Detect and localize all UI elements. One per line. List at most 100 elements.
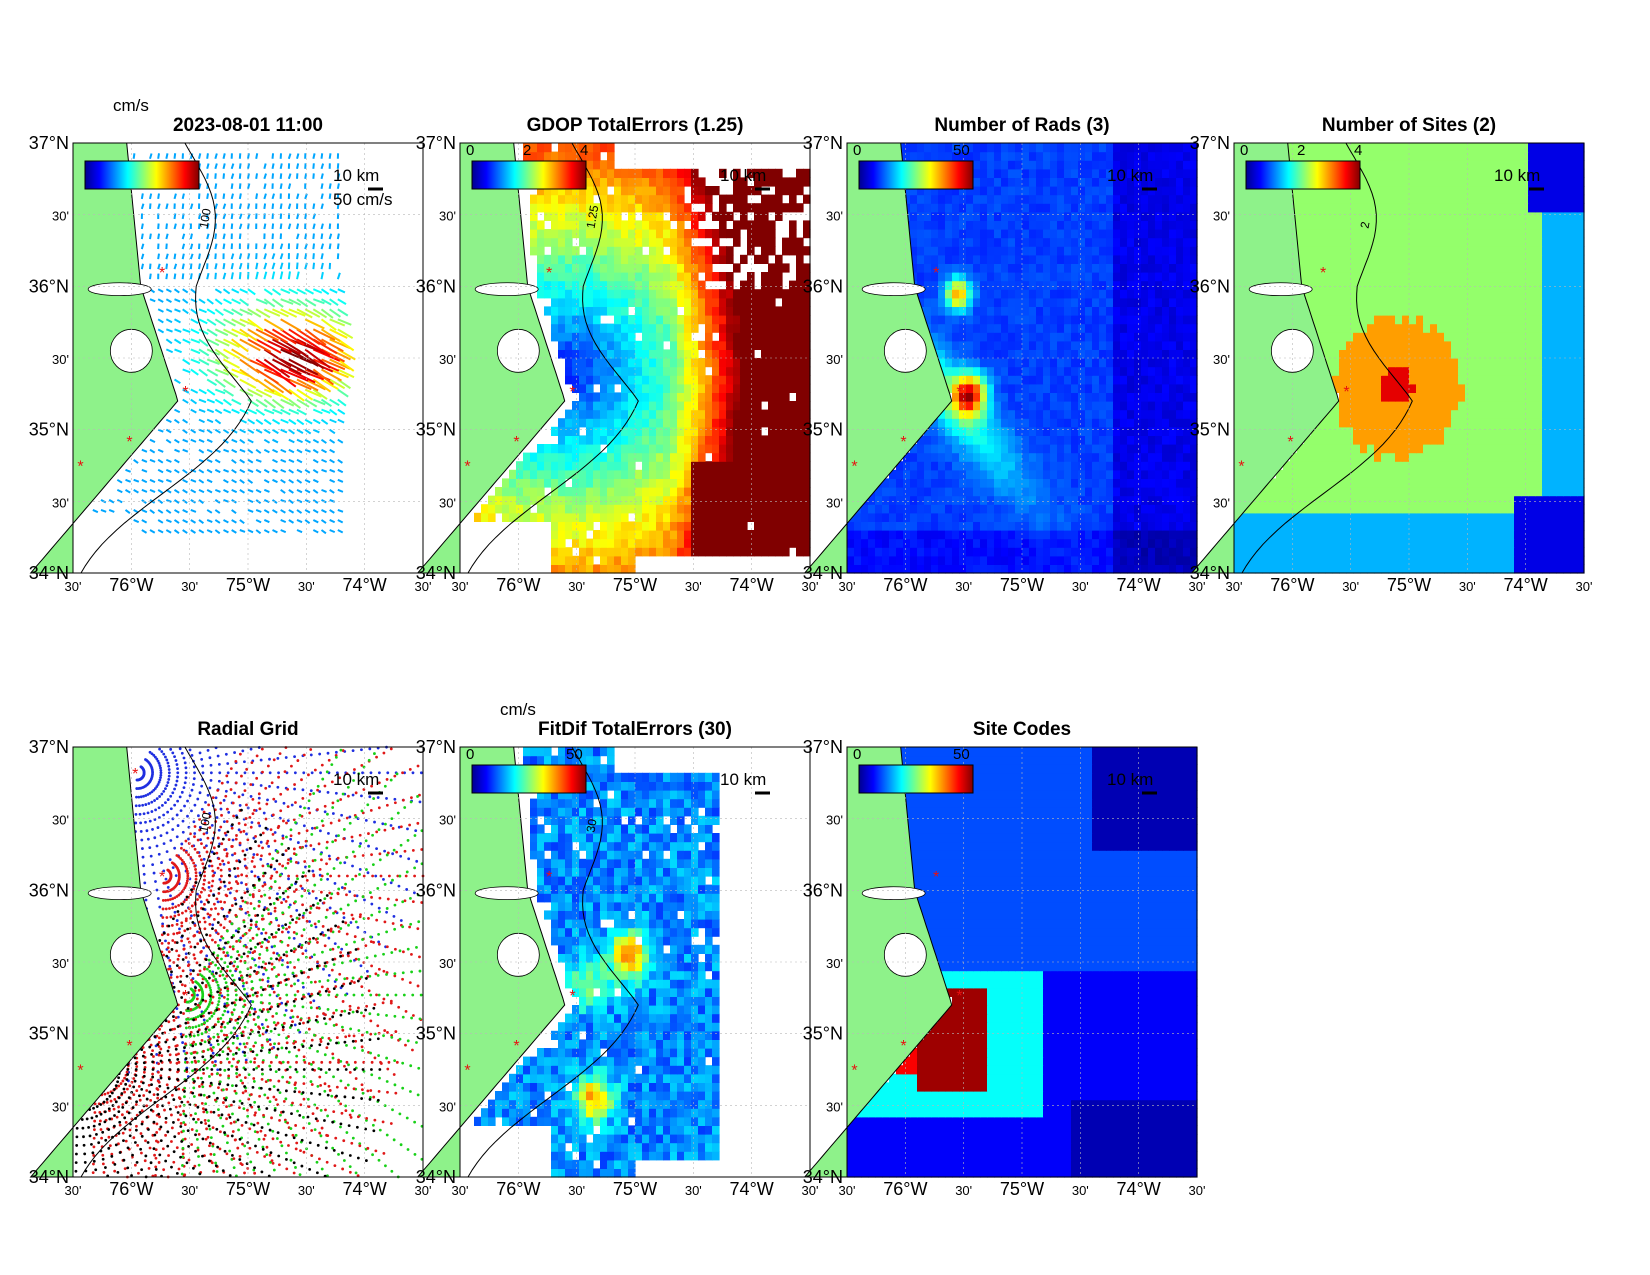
heatmap-cell xyxy=(775,306,783,316)
heatmap-cell xyxy=(1134,340,1142,350)
heatmap-cell xyxy=(1078,143,1086,153)
heatmap-cell xyxy=(1176,186,1184,196)
heatmap-cell xyxy=(1099,504,1107,514)
heatmap-cell xyxy=(1050,495,1058,505)
heatmap-cell xyxy=(572,229,580,239)
heatmap-cell xyxy=(952,469,960,479)
heatmap-cell xyxy=(565,366,573,376)
heatmap-cell xyxy=(684,315,692,325)
heatmap-cell xyxy=(530,211,538,221)
heatmap-cell xyxy=(980,168,988,178)
vector-arrow xyxy=(255,358,282,376)
heatmap-cell xyxy=(796,487,804,497)
heatmap-cell xyxy=(1176,289,1184,299)
heatmap-cell xyxy=(670,504,678,514)
heatmap-cell xyxy=(789,297,797,307)
heatmap-cell xyxy=(600,366,608,376)
heatmap-cell xyxy=(889,530,897,540)
heatmap-cell xyxy=(558,237,566,247)
heatmap-cell xyxy=(1148,435,1156,445)
heatmap-cell xyxy=(938,151,946,161)
heatmap-cell xyxy=(621,297,629,307)
heatmap-cell xyxy=(1346,555,1354,565)
heatmap-cell xyxy=(1078,452,1086,462)
heatmap-cell xyxy=(952,521,960,531)
heatmap-cell xyxy=(551,263,559,273)
vector-arrow xyxy=(329,489,335,494)
vector-arrow xyxy=(174,448,180,453)
heatmap-cell xyxy=(663,452,671,462)
vector-arrow xyxy=(231,318,246,328)
heatmap-cell xyxy=(1276,530,1284,540)
heatmap-cell xyxy=(1085,409,1093,419)
heatmap-cell xyxy=(684,452,692,462)
heatmap-cell xyxy=(1050,315,1058,325)
heatmap-cell xyxy=(740,220,748,230)
heatmap-cell xyxy=(1099,246,1107,256)
heatmap-cell xyxy=(789,401,797,411)
heatmap-cell xyxy=(1176,151,1184,161)
vector-arrow xyxy=(214,243,218,250)
heatmap-cell xyxy=(1367,564,1375,574)
heatmap-cell xyxy=(768,547,776,557)
heatmap-cell xyxy=(593,220,601,230)
heatmap-cell xyxy=(1127,530,1135,540)
heatmap-cell xyxy=(642,349,650,359)
vector-arrow xyxy=(337,368,355,379)
heatmap-cell xyxy=(537,237,545,247)
heatmap-cell xyxy=(1127,409,1135,419)
heatmap-cell xyxy=(1325,547,1333,557)
heatmap-cell xyxy=(1120,168,1128,178)
heatmap-cell xyxy=(1008,409,1016,419)
lat-tick: 37°N xyxy=(416,133,456,153)
heatmap-cell xyxy=(551,254,559,264)
heatmap-cell xyxy=(938,435,946,445)
heatmap-cell xyxy=(649,220,657,230)
heatmap-cell xyxy=(945,444,953,454)
heatmap-cell xyxy=(924,435,932,445)
heatmap-cell xyxy=(600,254,608,264)
heatmap-cell xyxy=(1176,263,1184,273)
heatmap-cell xyxy=(663,366,671,376)
heatmap-cell xyxy=(1085,246,1093,256)
heatmap-cell xyxy=(1036,237,1044,247)
heatmap-cell xyxy=(1064,272,1072,282)
heatmap-cell xyxy=(1141,358,1149,368)
heatmap-cell xyxy=(1234,530,1242,540)
heatmap-cell xyxy=(966,547,974,557)
heatmap-cell xyxy=(987,418,995,428)
heatmap-cell xyxy=(698,444,706,454)
heatmap-cell xyxy=(1022,168,1030,178)
heatmap-cell xyxy=(1071,315,1079,325)
heatmap-cell xyxy=(959,469,967,479)
heatmap-cell xyxy=(775,358,783,368)
heatmap-cell xyxy=(768,306,776,316)
heatmap-cell xyxy=(1043,452,1051,462)
heatmap-cell xyxy=(1458,564,1466,574)
heatmap-cell xyxy=(896,487,904,497)
heatmap-cell xyxy=(1008,564,1016,574)
heatmap-cell xyxy=(670,246,678,256)
heatmap-cell xyxy=(621,315,629,325)
heatmap-cell xyxy=(586,461,594,471)
heatmap-cell xyxy=(1092,409,1100,419)
vector-arrow xyxy=(214,468,221,474)
heatmap-cell xyxy=(1050,461,1058,471)
heatmap-cell xyxy=(1162,461,1170,471)
heatmap-cell xyxy=(733,504,741,514)
heatmap-cell xyxy=(1176,452,1184,462)
heatmap-cell xyxy=(1029,444,1037,454)
heatmap-cell xyxy=(607,306,615,316)
vector-arrow xyxy=(336,272,341,280)
heatmap-cell xyxy=(1458,555,1466,565)
heatmap-cell xyxy=(607,426,615,436)
heatmap-cell xyxy=(1008,521,1016,531)
heatmap-cell xyxy=(994,452,1002,462)
heatmap-cell xyxy=(1190,409,1198,419)
heatmap-cell xyxy=(796,375,804,385)
heatmap-cell xyxy=(1148,555,1156,565)
heatmap-cell xyxy=(896,555,904,565)
heatmap-cell xyxy=(628,177,636,187)
heatmap-cell xyxy=(614,435,622,445)
